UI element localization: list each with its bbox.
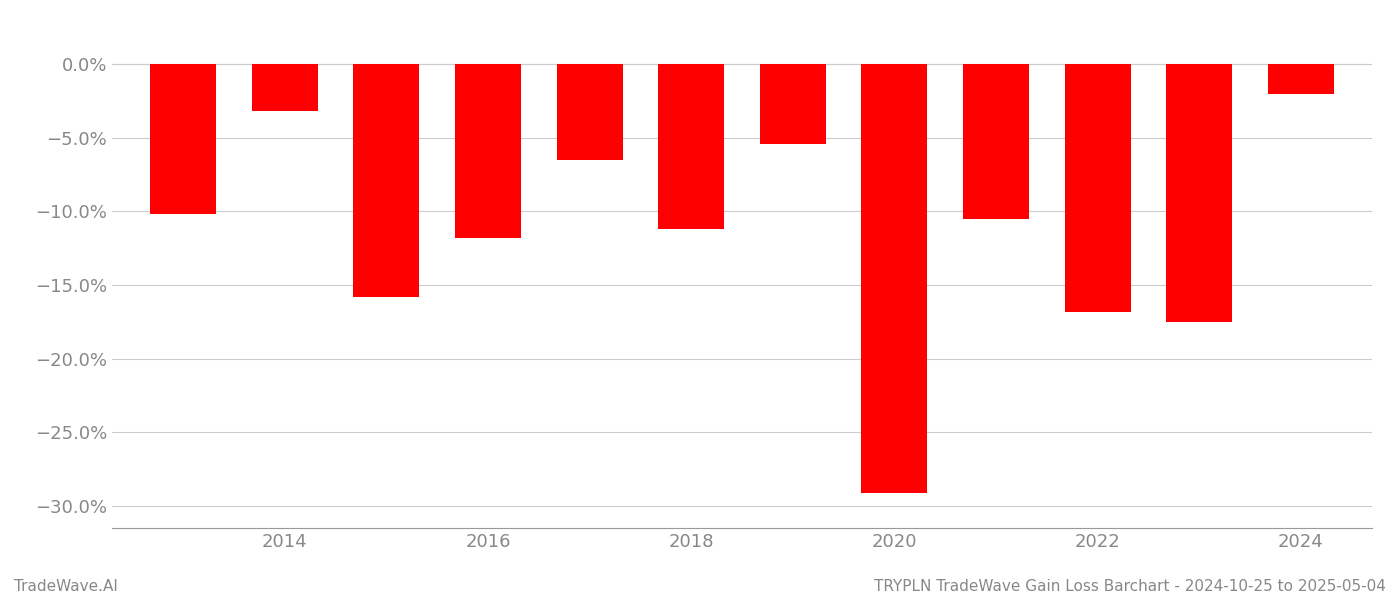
Bar xyxy=(963,64,1029,219)
Bar xyxy=(455,64,521,238)
Bar xyxy=(150,64,216,214)
Bar xyxy=(252,64,318,111)
Text: TradeWave.AI: TradeWave.AI xyxy=(14,579,118,594)
Bar xyxy=(658,64,724,229)
Bar xyxy=(760,64,826,143)
Bar xyxy=(861,64,927,493)
Bar xyxy=(353,64,420,297)
Bar xyxy=(1268,64,1334,94)
Bar xyxy=(1166,64,1232,322)
Bar xyxy=(557,64,623,160)
Text: TRYPLN TradeWave Gain Loss Barchart - 2024-10-25 to 2025-05-04: TRYPLN TradeWave Gain Loss Barchart - 20… xyxy=(874,579,1386,594)
Bar xyxy=(1064,64,1131,311)
